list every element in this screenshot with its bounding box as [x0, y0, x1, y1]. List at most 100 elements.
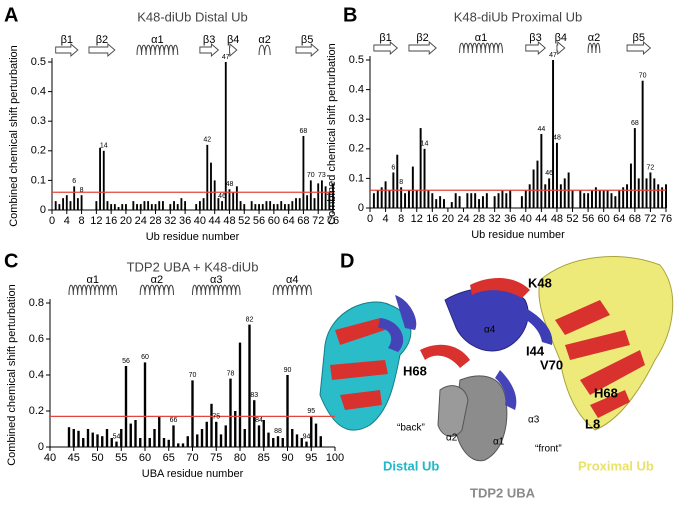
- structure-label: TDP2 UBA: [470, 485, 536, 500]
- bar: [229, 378, 232, 447]
- bar: [606, 190, 609, 208]
- x-axis-label: Ub residue number: [146, 231, 240, 243]
- bar: [148, 438, 151, 447]
- bar: [520, 196, 523, 208]
- bar: [162, 438, 166, 447]
- strand-arrow: [373, 41, 398, 55]
- x-tick-label: 40: [44, 452, 56, 464]
- bar: [618, 190, 621, 208]
- structure-label: H68: [403, 363, 427, 378]
- structure-label: α2: [446, 433, 458, 444]
- bar-annotation: 44: [537, 126, 545, 133]
- x-tick-label: 28: [149, 215, 161, 227]
- bar: [626, 184, 629, 208]
- bar: [443, 199, 445, 208]
- bar: [497, 193, 500, 208]
- helix-coil: [68, 284, 117, 296]
- x-tick-label: 16: [426, 213, 438, 225]
- x-tick-label: 64: [613, 213, 625, 225]
- secondary-structure-label: β1: [379, 32, 391, 44]
- bar: [228, 189, 231, 210]
- bar-annotation: 60: [141, 354, 149, 361]
- panel-label: A: [4, 4, 18, 26]
- bar: [587, 193, 590, 208]
- bar-annotation: 47: [549, 52, 557, 59]
- bar-annotation: 14: [421, 141, 429, 148]
- helix-coil: [459, 42, 503, 54]
- bar: [86, 429, 90, 447]
- secondary-structure-label: α3: [210, 274, 222, 286]
- bar: [571, 190, 574, 208]
- bar: [62, 198, 65, 210]
- y-axis-label: Combined chemical shift perturbation: [326, 43, 338, 225]
- strand-arrow: [408, 41, 437, 55]
- bar: [76, 198, 79, 210]
- bar: [69, 201, 72, 210]
- structure-label: α4: [484, 325, 496, 336]
- bar: [614, 196, 617, 208]
- secondary-structure-label: β2: [96, 34, 108, 46]
- bar: [306, 195, 309, 210]
- bar: [629, 163, 632, 208]
- bar: [210, 162, 212, 210]
- bar: [319, 436, 322, 447]
- strand-arrow: [556, 41, 566, 55]
- bar: [257, 425, 261, 447]
- bar: [501, 190, 504, 208]
- x-tick-label: 50: [91, 452, 103, 464]
- bar-annotation: 42: [203, 137, 211, 144]
- bar: [641, 80, 644, 208]
- bar-annotation: 72: [647, 164, 655, 171]
- y-tick-label: 0.3: [31, 115, 46, 127]
- bar: [332, 183, 334, 210]
- y-tick-label: 0: [40, 204, 46, 216]
- secondary-structure-label: β5: [633, 32, 645, 44]
- x-tick-label: 12: [411, 213, 423, 225]
- secondary-structure-label: α2: [258, 34, 270, 46]
- bar: [431, 193, 434, 208]
- secondary-structure-label: β1: [61, 34, 73, 46]
- structure-label: V70: [540, 357, 563, 372]
- bar: [415, 190, 418, 208]
- secondary-structure-label: α4: [286, 274, 298, 286]
- secondary-structure-label: β4: [227, 34, 239, 46]
- structure-label: “front”: [535, 444, 562, 455]
- x-axis-label: Ub residue number: [471, 229, 565, 241]
- strand-arrow: [626, 41, 652, 55]
- bar: [232, 192, 235, 210]
- bar-annotation: 82: [246, 316, 254, 323]
- y-tick-label: 0.3: [349, 113, 364, 125]
- bar: [250, 201, 253, 210]
- x-tick-label: 100: [326, 452, 344, 464]
- bar: [205, 421, 208, 447]
- x-tick-label: 40: [194, 215, 206, 227]
- panel-label: C: [4, 250, 18, 272]
- bar: [591, 190, 593, 208]
- bar: [202, 198, 205, 210]
- bar: [161, 201, 164, 210]
- x-tick-label: 8: [79, 215, 85, 227]
- bar-annotation: 84: [255, 417, 263, 424]
- bar: [238, 342, 242, 447]
- bar: [427, 190, 430, 208]
- bar: [224, 425, 227, 447]
- bar: [139, 438, 142, 447]
- chart-title: K48-diUb Proximal Ub: [454, 9, 583, 24]
- structure-label: I44: [526, 343, 545, 358]
- y-tick-label: 0.4: [31, 86, 46, 98]
- bar: [196, 434, 199, 447]
- bar: [158, 416, 161, 447]
- bar: [298, 198, 301, 210]
- chart-title: K48-diUb Distal Ub: [137, 9, 248, 24]
- y-tick-label: 0.6: [29, 333, 44, 345]
- x-tick-label: 44: [535, 213, 547, 225]
- bar: [65, 195, 68, 210]
- structure-label: Proximal Ub: [578, 458, 654, 473]
- x-tick-label: 72: [312, 215, 324, 227]
- bar: [280, 201, 283, 210]
- bar: [180, 198, 183, 210]
- helix-coil: [587, 42, 601, 54]
- panel-label: B: [343, 4, 357, 26]
- x-tick-label: 65: [163, 452, 175, 464]
- x-tick-label: 95: [305, 452, 317, 464]
